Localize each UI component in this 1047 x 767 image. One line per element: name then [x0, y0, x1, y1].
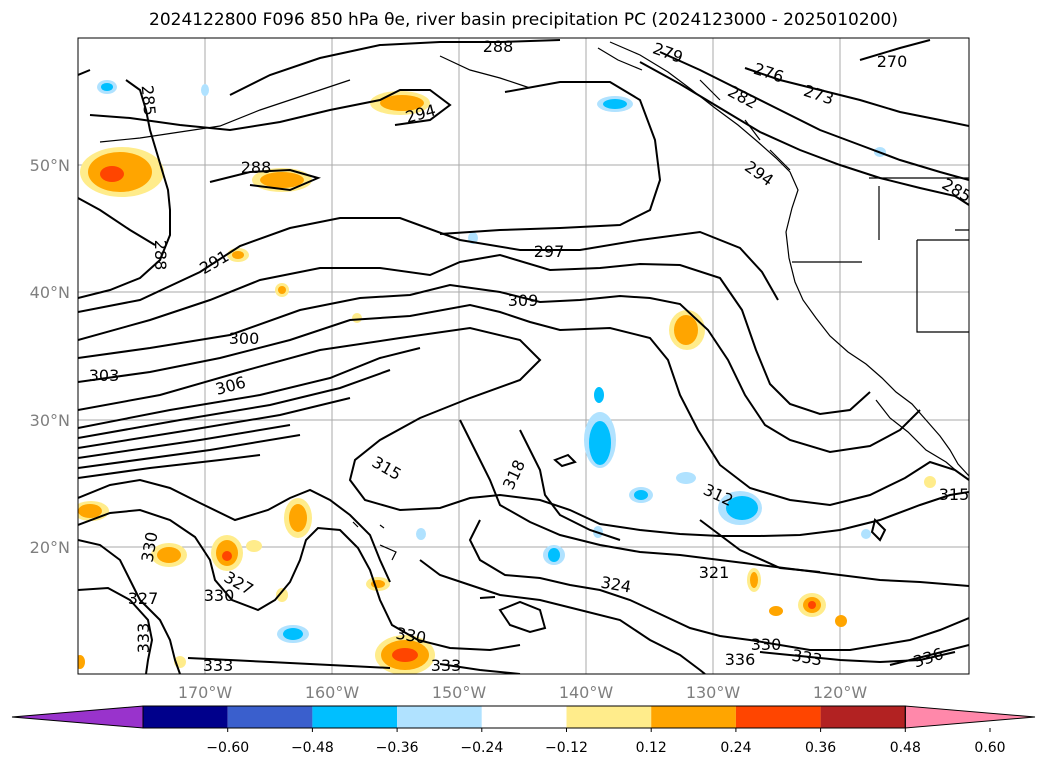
lat-label: 40°N	[30, 283, 70, 302]
colorbar-outline	[142, 705, 906, 729]
colorbar-segment	[820, 706, 906, 728]
map-panel	[78, 38, 969, 674]
contour-label: 288	[483, 37, 514, 56]
contour-label: 309	[508, 291, 539, 310]
contour-label: 333	[203, 656, 234, 675]
colorbar-tick-label: 0.48	[890, 740, 921, 756]
contour-label: 315	[939, 485, 970, 504]
latitude-labels: 50°N 40°N 30°N 20°N	[30, 156, 70, 557]
colorbar-segment	[651, 706, 736, 728]
colorbar-segment	[227, 706, 313, 728]
lon-label: 150°W	[432, 683, 487, 702]
colorbar-tick-label: −0.36	[376, 740, 419, 756]
lon-label: 170°W	[178, 683, 233, 702]
colorbar-tick-label: 0.12	[636, 740, 667, 756]
contour-label: 270	[877, 52, 908, 71]
colorbar-extend-low	[11, 705, 144, 729]
contour-label: 288	[151, 240, 170, 271]
contour-label: 333	[134, 623, 153, 654]
map-title: 2024122800 F096 850 hPa θe, river basin …	[149, 10, 898, 30]
colorbar-tick-label: −0.60	[206, 740, 249, 756]
lat-label: 20°N	[30, 538, 70, 557]
lon-label: 130°W	[686, 683, 741, 702]
contour-label: 321	[699, 563, 730, 582]
contour-label: 288	[241, 158, 272, 177]
theta-e-contours	[78, 39, 969, 674]
colorbar: −0.60 −0.48 −0.36 −0.24 −0.12 0.12 0.24 0.36 0.4…	[11, 705, 1036, 756]
lon-label: 140°W	[559, 683, 614, 702]
colorbar-segment	[481, 706, 567, 728]
colorbar-tick-label: 0.24	[720, 740, 751, 756]
colorbar-segment	[312, 706, 398, 728]
contour-label: 333	[431, 656, 462, 675]
precip-shading	[78, 80, 936, 674]
colorbar-tick-label: −0.48	[291, 740, 334, 756]
contour-label: 297	[534, 242, 565, 261]
coastlines	[99, 41, 969, 561]
contour-label: 330	[751, 635, 782, 654]
lat-label: 50°N	[30, 156, 70, 175]
colorbar-tick-label: −0.24	[460, 740, 503, 756]
contour-label: 303	[89, 366, 120, 385]
lon-label: 120°W	[813, 683, 868, 702]
graticule	[78, 38, 969, 674]
contour-label: 336	[725, 650, 756, 669]
colorbar-tick-label: −0.12	[545, 740, 588, 756]
lon-label: 160°W	[305, 683, 360, 702]
contour-label: 300	[229, 329, 260, 348]
colorbar-tick-label: 0.60	[974, 740, 1005, 756]
colorbar-segment	[397, 706, 482, 728]
colorbar-segment	[566, 706, 652, 728]
colorbar-segment	[143, 706, 228, 728]
colorbar-segment	[735, 706, 821, 728]
lat-label: 30°N	[30, 411, 70, 430]
contour-label: 330	[204, 586, 235, 605]
longitude-labels: 170°W 160°W 150°W 140°W 130°W 120°W	[178, 683, 868, 702]
contour-label: 327	[128, 589, 159, 608]
colorbar-extend-high	[904, 705, 1036, 729]
colorbar-tick-label: 0.36	[805, 740, 836, 756]
contour-label: 285	[138, 84, 160, 116]
map-frame	[77, 37, 970, 675]
